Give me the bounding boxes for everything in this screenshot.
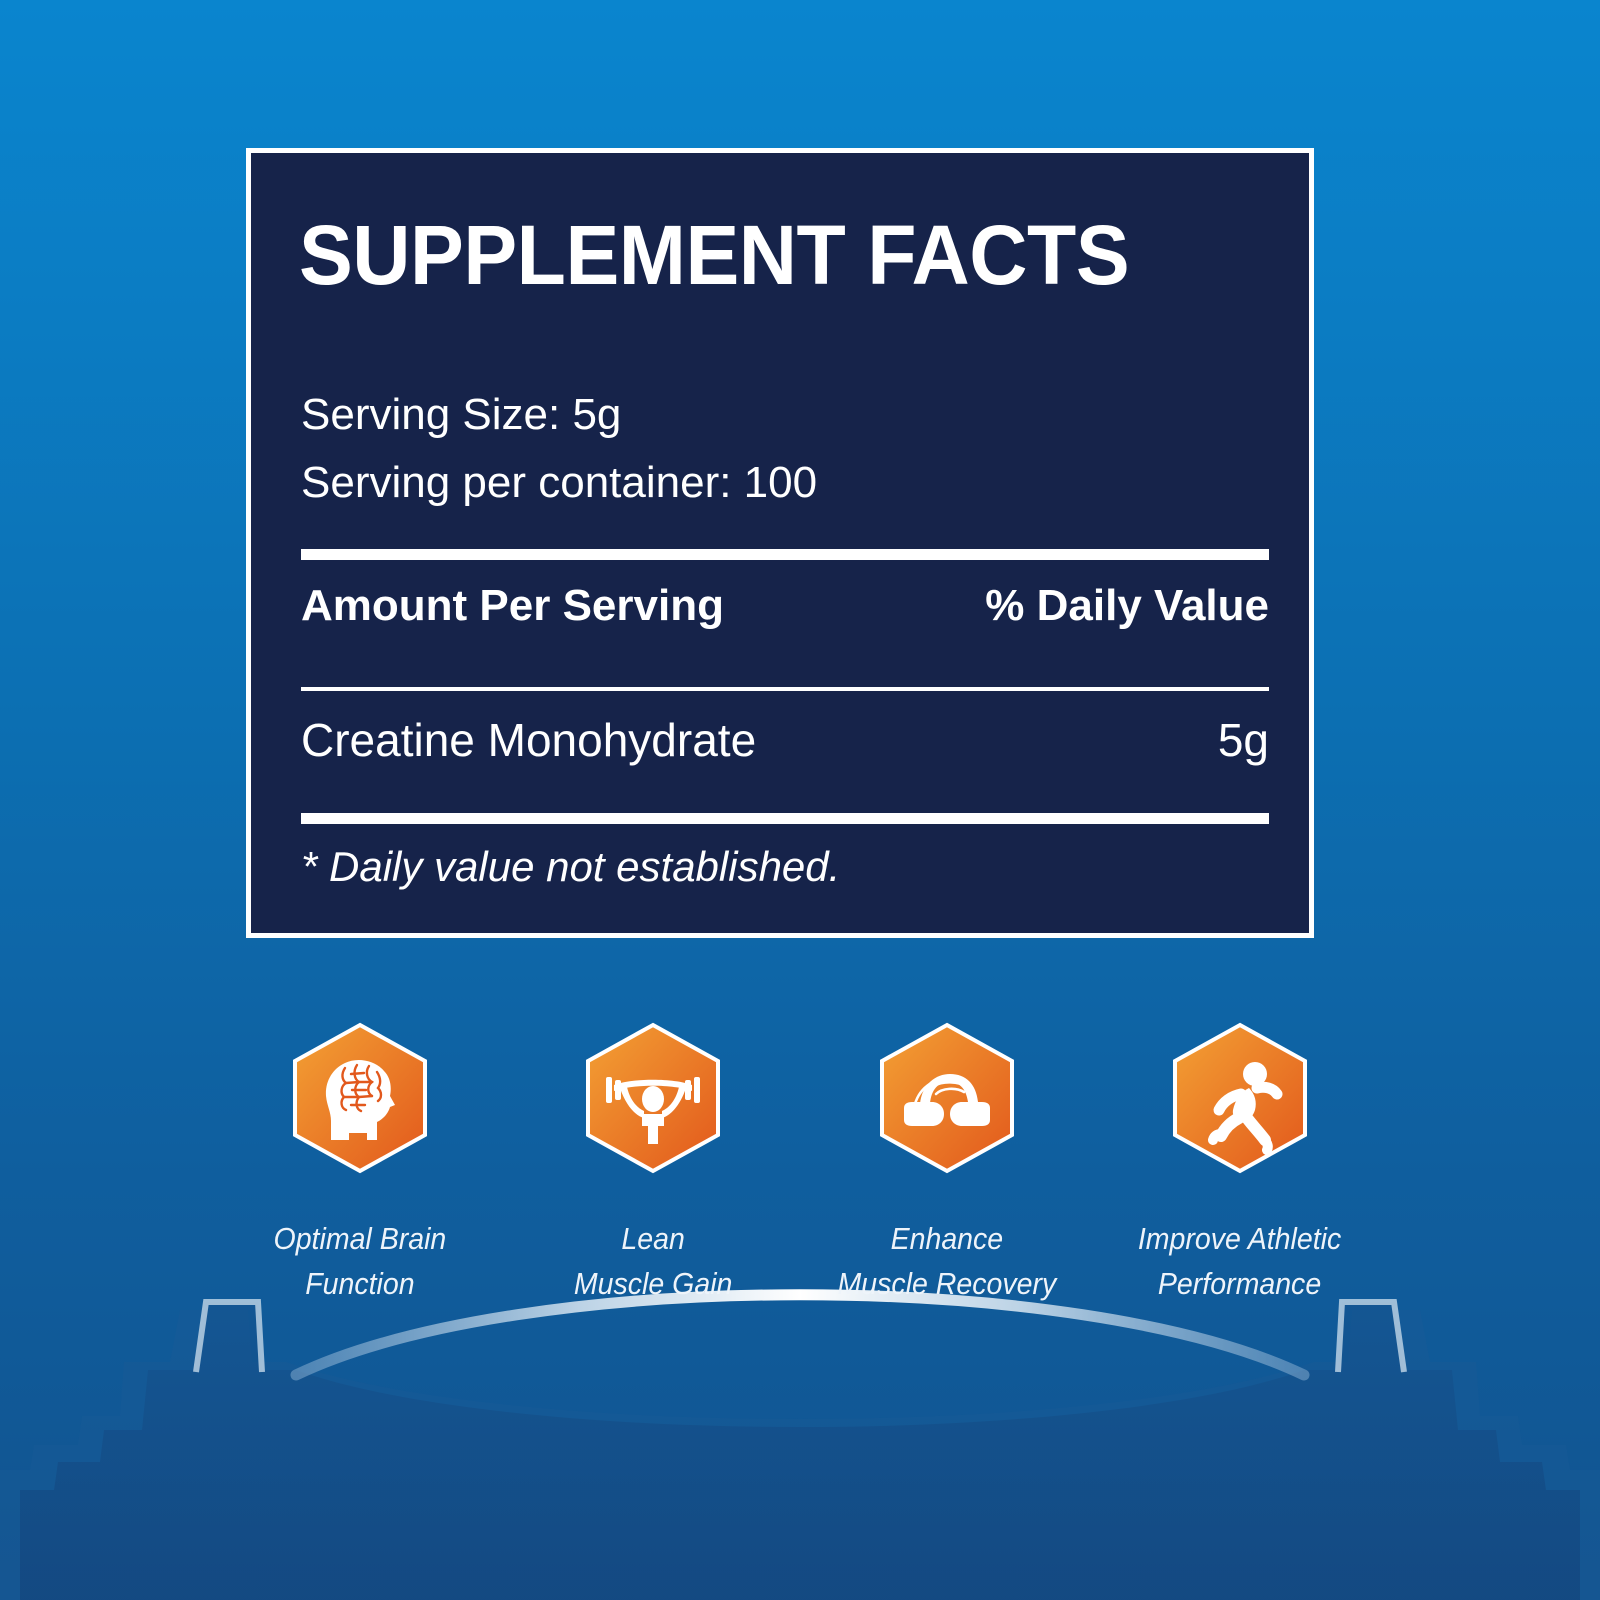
benefit-item-enhance-muscle-recovery: Enhance Muscle Recovery [807, 1022, 1087, 1306]
footnote-text: * Daily value not established. [301, 843, 841, 890]
benefit-item-optimal-brain-function: Optimal Brain Function [220, 1022, 500, 1306]
benefit-label: Improve Athletic Performance [1138, 1216, 1341, 1306]
benefits-row: Optimal Brain Function [220, 1022, 1380, 1306]
divider-bottom [301, 813, 1269, 824]
benefit-label-line1: Lean [621, 1221, 686, 1256]
stadium-outer-shape [0, 1310, 1600, 1600]
benefit-item-lean-muscle-gain: Lean Muscle Gain [513, 1022, 793, 1306]
muscle-recovery-icon [876, 1022, 1018, 1174]
benefit-label-line1: Improve Athletic [1138, 1221, 1342, 1256]
ingredient-name: Creatine Monohydrate [301, 714, 757, 766]
benefit-label-line1: Optimal Brain [273, 1221, 447, 1256]
daily-value-header: % Daily Value [985, 581, 1269, 630]
divider-top [301, 549, 1269, 560]
benefit-label-line2: Function [305, 1266, 415, 1301]
serving-info: Serving Size: 5g Serving per container: … [301, 381, 817, 517]
serving-size-text: Serving Size: 5g [301, 390, 622, 439]
stadium-dome-arch [290, 1289, 1310, 1381]
supplement-facts-panel: SUPPLEMENT FACTS Serving Size: 5g Servin… [246, 148, 1314, 938]
page-title: SUPPLEMENT FACTS [299, 208, 1130, 302]
table-header-row: Amount Per Serving % Daily Value [301, 581, 1269, 631]
divider-middle [301, 687, 1269, 691]
stadium-right-tower [1335, 1299, 1407, 1373]
brain-head-icon [289, 1022, 431, 1174]
benefit-label: Optimal Brain Function [274, 1216, 447, 1306]
benefit-label-line2: Muscle Gain [574, 1266, 733, 1301]
benefit-label: Enhance Muscle Recovery [837, 1216, 1056, 1306]
benefit-item-improve-athletic-performance: Improve Athletic Performance [1100, 1022, 1380, 1306]
benefit-label-line1: Enhance [890, 1221, 1003, 1256]
stadium-inner-shape [20, 1302, 1580, 1600]
servings-per-container-text: Serving per container: 100 [301, 458, 818, 507]
amount-per-serving-header: Amount Per Serving [301, 581, 724, 630]
table-row: Creatine Monohydrate 5g [301, 713, 1269, 767]
ingredient-amount: 5g [1217, 714, 1269, 766]
benefit-label-line2: Muscle Recovery [837, 1266, 1057, 1301]
benefit-label-line2: Performance [1158, 1266, 1322, 1301]
running-person-icon [1169, 1022, 1311, 1174]
weightlifter-icon [582, 1022, 724, 1174]
stadium-left-tower [193, 1299, 265, 1373]
benefit-label: Lean Muscle Gain [574, 1216, 733, 1306]
